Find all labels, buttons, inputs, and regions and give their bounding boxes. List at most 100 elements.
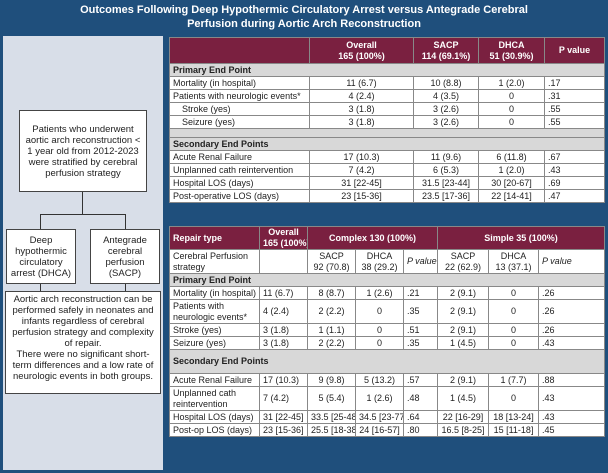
table-cell: Overall 165 (100%) — [259, 226, 308, 250]
table-row: Acute Renal Failure 17 (10.3) 11 (9.6) 6 (1… — [169, 150, 605, 164]
table-cell: 2 (9.1) — [437, 373, 490, 387]
flow-connector — [125, 284, 126, 291]
table-cell: 17 (10.3) — [309, 150, 414, 164]
table-cell: 7 (4.2) — [309, 163, 414, 177]
table-cell: 1 (4.5) — [437, 386, 490, 411]
table-cell: 0 — [488, 323, 540, 337]
table-row: Mortality (in hospital) 11 (6.7) 8 (8.7) 1 … — [169, 286, 606, 300]
table-cell: .26 — [538, 286, 606, 300]
table-cell: 9 (9.8) — [307, 373, 356, 387]
table-cell: 15 [11-18] — [488, 423, 540, 437]
table-cell: 1 (2.6) — [355, 286, 404, 300]
table-header: Overall 165 (100%) SACP 114 (69.1%) DHCA 51… — [169, 37, 605, 64]
table-cell: 0 — [488, 386, 540, 411]
table-cell: 0 — [478, 115, 545, 129]
table-cell: .55 — [544, 115, 605, 129]
table-cell: Patients with neurologic events* — [169, 299, 260, 324]
table-cell: 3 (1.8) — [309, 102, 414, 116]
flow-connector — [40, 214, 41, 229]
table-row: Stroke (yes) 3 (1.8) 1 (1.1) 0.51 2 (9.1) 0.2… — [169, 323, 606, 337]
table-cell: P value — [402, 249, 439, 274]
table-cell: .47 — [544, 189, 605, 203]
table-cell: 3 (2.6) — [413, 102, 479, 116]
table-row: Mortality (in hospital) 11 (6.7) 10 (8.8) 1… — [169, 76, 605, 90]
table-cell: 0 — [355, 336, 404, 350]
table-cell: .67 — [544, 150, 605, 164]
table-cell: 0 — [355, 299, 404, 324]
table-cell: 2 (9.1) — [437, 299, 490, 324]
table-cell: 3 (2.6) — [413, 115, 479, 129]
table-cell: Hospital LOS (days) — [169, 176, 310, 190]
table-cell — [169, 128, 605, 138]
table-cell: P value — [538, 249, 606, 274]
table-row: Acute Renal Failure 17 (10.3) 9 (9.8) 5 (13… — [169, 373, 606, 387]
flow-connector — [40, 214, 126, 215]
table-cell: 34.5 [23-77] — [355, 410, 404, 424]
table-cell: Post-operative LOS (days) — [169, 189, 310, 203]
table-cell: 0 — [488, 336, 540, 350]
table-cell: 1 (4.5) — [437, 336, 490, 350]
table-cell: Seizure (yes) — [169, 115, 310, 129]
table-cell — [169, 37, 310, 64]
flow-sacp-box: Antegrade cerebral perfusion (SACP) — [90, 229, 160, 284]
table-cell: .35 — [402, 299, 439, 324]
table-cell: SACP 22 (62.9) — [437, 249, 490, 274]
table-cell: 7 (4.2) — [259, 386, 308, 411]
table-cell: 10 (8.8) — [413, 76, 479, 90]
table-cell: 3 (1.8) — [259, 336, 308, 350]
table-cell: Unplanned cath reintervention — [169, 386, 260, 411]
table-cell: 31 [22-45] — [259, 410, 308, 424]
table-cell: 30 [20-67] — [478, 176, 545, 190]
table-cell: Acute Renal Failure — [169, 373, 260, 387]
table-cell: 6 (11.8) — [478, 150, 545, 164]
table-cell: Hospital LOS (days) — [169, 410, 260, 424]
section-header: Secondary End Points — [168, 349, 606, 374]
table-cell: DHCA 51 (30.9%) — [478, 37, 545, 64]
table-cell: Stroke (yes) — [169, 323, 260, 337]
table-cell: Unplanned cath reintervention — [169, 163, 310, 177]
table-cell: .43 — [538, 336, 606, 350]
table-cell: Acute Renal Failure — [169, 150, 310, 164]
table-cell: 0 — [488, 299, 540, 324]
section-spacer — [169, 128, 605, 138]
table-row: Post-operative LOS (days) 23 [15-36] 23.5 … — [169, 189, 605, 203]
table-cell: 3 (1.8) — [259, 323, 308, 337]
table-cell: Secondary End Points — [169, 137, 605, 151]
table-cell: 4 (3.5) — [413, 89, 479, 103]
section-header: Primary End Point — [169, 63, 605, 77]
table-row: Stroke (yes) 3 (1.8) 3 (2.6) 0.55 — [169, 102, 605, 116]
table-cell: Mortality (in hospital) — [169, 286, 260, 300]
table-cell: 0 — [478, 102, 545, 116]
table-row: Seizure (yes) 3 (1.8) 3 (2.6) 0.55 — [169, 115, 605, 129]
table-cell: .45 — [538, 423, 606, 437]
table-cell: Overall 165 (100%) — [309, 37, 414, 64]
table-cell: Complex 130 (100%) — [306, 226, 439, 250]
table-row: Seizure (yes) 3 (1.8) 2 (2.2) 0.35 1 (4.5) 0.… — [169, 336, 606, 350]
table-cell: 1 (7.7) — [488, 373, 540, 387]
table-cell: 22 [14-41] — [478, 189, 545, 203]
table-cell: Patients with neurologic events* — [169, 89, 310, 103]
table-row: Patients with neurologic events* 4 (2.4) 4… — [169, 89, 605, 103]
table-cell: 11 (6.7) — [259, 286, 308, 300]
table-cell: 4 (2.4) — [309, 89, 414, 103]
flow-connector — [82, 192, 83, 214]
table-row: Hospital LOS (days) 31 [22-45] 33.5 [25-48… — [169, 410, 606, 424]
table-cell: Post-op LOS (days) — [169, 423, 260, 437]
table-cell: Primary End Point — [169, 63, 605, 77]
flow-conclusion-box: Aortic arch reconstruction can be perfor… — [5, 291, 161, 394]
table-cell: 1 (2.0) — [478, 76, 545, 90]
flow-top-box: Patients who underwent aortic arch recon… — [19, 110, 147, 192]
repair-type-table: Repair type Overall 165 (100%) Complex 13… — [168, 226, 606, 437]
overall-outcomes-table: Overall 165 (100%) SACP 114 (69.1%) DHCA 51… — [169, 37, 605, 203]
table-cell: 1 (2.6) — [355, 386, 404, 411]
table-row: Hospital LOS (days) 31 [22-45] 31.5 [23-44… — [169, 176, 605, 190]
table-cell: .57 — [402, 373, 439, 387]
table-cell: .43 — [544, 163, 605, 177]
table-row: Unplanned cath reintervention 7 (4.2) 6 (5… — [169, 163, 605, 177]
table-cell: SACP 114 (69.1%) — [413, 37, 479, 64]
table-cell: 1 (2.0) — [478, 163, 545, 177]
table-subheader: Cerebral Perfusion strategy SACP 92 (70.8… — [169, 249, 606, 274]
table-cell: Stroke (yes) — [169, 102, 310, 116]
table-row: Patients with neurologic events* 4 (2.4) 2… — [169, 299, 606, 324]
table-cell: .21 — [402, 286, 439, 300]
